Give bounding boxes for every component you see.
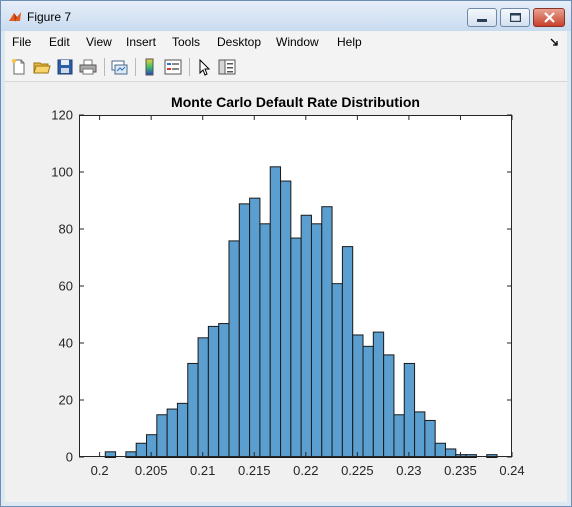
histogram-bar — [156, 414, 168, 458]
histogram-bar — [372, 331, 385, 459]
y-tick-label: 100 — [51, 165, 73, 180]
histogram-bar — [434, 442, 446, 458]
link-plot-icon[interactable] — [109, 57, 129, 77]
histogram-bar — [414, 411, 426, 458]
toolbar-separator — [135, 58, 136, 76]
toolbar-separator — [189, 58, 190, 76]
histogram-bar — [187, 362, 199, 459]
histogram-bar — [269, 166, 282, 459]
toolbar-separator — [104, 58, 105, 76]
matlab-logo-icon — [9, 12, 21, 22]
toolbar — [5, 53, 567, 82]
histogram-bar — [383, 354, 395, 458]
x-tick-label: 0.2 — [91, 463, 109, 478]
y-tick-label: 40 — [59, 336, 73, 351]
histogram-bar — [228, 240, 240, 458]
print-icon[interactable] — [78, 57, 98, 77]
histogram-bar — [218, 323, 230, 458]
y-tick-label: 0 — [66, 450, 73, 465]
window-title: Figure 7 — [27, 10, 72, 24]
menu-edit[interactable]: Edit — [49, 35, 70, 49]
bars-group — [104, 166, 498, 459]
histogram-bar — [104, 451, 117, 458]
title-bar[interactable]: Figure 7 — [1, 1, 571, 31]
histogram-bar — [362, 345, 374, 459]
pointer-icon[interactable] — [194, 57, 214, 77]
histogram-bar — [238, 203, 251, 458]
chevron-arrow-icon[interactable] — [550, 38, 559, 47]
histogram-bar — [393, 414, 405, 458]
histogram-bar — [135, 442, 148, 458]
y-tick-label: 20 — [59, 393, 73, 408]
menu-file[interactable]: File — [12, 35, 32, 49]
histogram-bar — [403, 362, 416, 459]
menu-view[interactable]: View — [86, 35, 112, 49]
histogram-bar — [310, 223, 323, 458]
menu-desktop[interactable]: Desktop — [217, 35, 262, 49]
legend-icon[interactable] — [163, 57, 183, 77]
property-editor-icon[interactable] — [217, 57, 237, 77]
histogram-bar — [290, 237, 302, 458]
histogram-bar — [352, 334, 364, 458]
menu-insert[interactable]: Insert — [126, 35, 157, 49]
x-ticks-group: 0.2 0.205 0.21 0.215 0.22 0.225 0.23 0.235 0.24 — [91, 115, 525, 478]
maximize-button[interactable] — [500, 8, 530, 27]
x-tick-label: 0.235 — [444, 463, 477, 478]
minimize-icon — [477, 19, 487, 22]
histogram-bar — [321, 206, 333, 458]
close-button[interactable] — [533, 8, 565, 27]
histogram-bar — [197, 337, 209, 458]
histogram-bar — [331, 283, 343, 458]
histogram-bar — [424, 419, 436, 459]
x-tick-label: 0.225 — [341, 463, 374, 478]
menu-window[interactable]: Window — [276, 35, 319, 49]
histogram-bar — [300, 214, 312, 458]
histogram-bar — [249, 197, 261, 459]
chart-title: Monte Carlo Default Rate Distribution — [171, 94, 420, 110]
histogram-bar — [166, 408, 178, 458]
x-tick-label: 0.21 — [190, 463, 215, 478]
close-icon — [544, 12, 555, 23]
y-tick-label: 80 — [59, 222, 73, 237]
x-tick-label: 0.205 — [135, 463, 168, 478]
colorbar-icon[interactable] — [140, 57, 160, 77]
histogram-bar — [259, 223, 271, 458]
axes-box — [79, 115, 512, 457]
save-icon[interactable] — [55, 57, 75, 77]
histogram-bar — [444, 448, 457, 459]
y-tick-label: 60 — [59, 279, 73, 294]
minimize-button[interactable] — [467, 8, 497, 27]
histogram-bar — [341, 246, 354, 458]
histogram-bar — [207, 325, 220, 458]
menu-help[interactable]: Help — [337, 35, 362, 49]
figure-canvas: 0.2 0.205 0.21 0.215 0.22 0.225 0.23 0.235 0.24 … — [5, 82, 567, 502]
histogram-bar — [280, 180, 292, 459]
x-tick-label: 0.23 — [396, 463, 421, 478]
menu-tools[interactable]: Tools — [172, 35, 201, 49]
menu-bar: File Edit View Insert Tools Desktop Wind… — [5, 31, 567, 53]
x-tick-label: 0.215 — [238, 463, 271, 478]
x-tick-label: 0.24 — [499, 463, 524, 478]
maximize-icon — [510, 13, 521, 22]
y-tick-label: 120 — [51, 108, 73, 123]
new-figure-icon[interactable] — [9, 57, 29, 77]
open-file-icon[interactable] — [32, 57, 52, 77]
histogram-bar — [176, 402, 189, 459]
histogram-chart: 0.2 0.205 0.21 0.215 0.22 0.225 0.23 0.235 0.24 … — [51, 94, 525, 478]
x-tick-label: 0.22 — [293, 463, 318, 478]
